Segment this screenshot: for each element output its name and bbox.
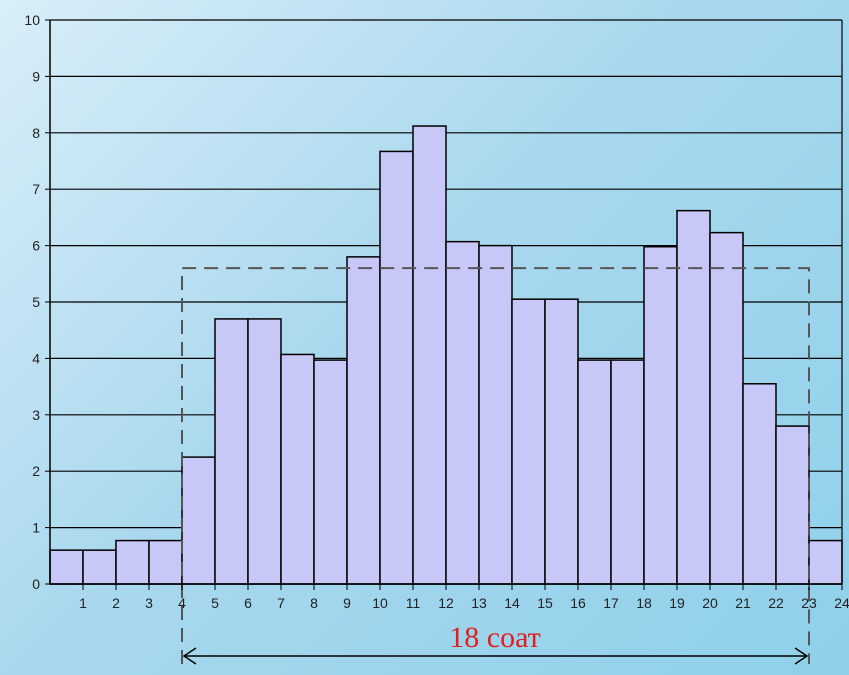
span-arrow-right-head (794, 647, 809, 665)
x-tick-2: 2 (112, 595, 120, 611)
x-tick-9: 9 (343, 595, 351, 611)
bar-8-9 (313, 359, 348, 585)
bar-1-2 (82, 549, 117, 585)
x-tick-14: 14 (504, 595, 520, 611)
x-tick-17: 17 (603, 595, 619, 611)
bar-16-17 (577, 359, 612, 585)
bar-18-19 (643, 245, 678, 585)
y-tick-3: 3 (32, 407, 40, 423)
x-tick-18: 18 (636, 595, 652, 611)
y-tick-4: 4 (32, 350, 40, 366)
x-tick-22: 22 (768, 595, 784, 611)
bar-23-24 (808, 539, 843, 585)
bars (49, 125, 843, 585)
span-arrow-left-head (182, 647, 197, 665)
x-tick-labels: 1 2 3 4 5 6 7 8 9 10 11 12 13 14 15 16 17 18 19 20 21 22 23 24 (79, 584, 849, 611)
bar-17-18 (610, 359, 645, 585)
x-tick-13: 13 (471, 595, 487, 611)
x-tick-23: 23 (801, 595, 817, 611)
x-tick-16: 16 (570, 595, 586, 611)
y-tick-5: 5 (32, 294, 40, 310)
x-tick-12: 12 (438, 595, 454, 611)
y-tick-1: 1 (32, 520, 40, 536)
x-tick-4: 4 (178, 595, 186, 611)
x-tick-11: 11 (406, 595, 421, 611)
bar-5-6 (214, 318, 249, 585)
y-tick-8: 8 (32, 125, 40, 141)
x-tick-19: 19 (669, 595, 685, 611)
x-tick-20: 20 (702, 595, 718, 611)
bar-11-12 (412, 125, 447, 585)
bar-12-13 (445, 240, 480, 585)
y-tick-7: 7 (32, 181, 40, 197)
bar-13-14 (478, 244, 513, 585)
bar-3-4 (148, 539, 183, 585)
bar-9-10 (346, 256, 381, 585)
bar-14-15 (511, 298, 546, 585)
y-tick-10: 10 (24, 12, 40, 28)
span-label: 18 соат (449, 621, 540, 654)
x-tick-6: 6 (244, 595, 252, 611)
bar-21-22 (742, 383, 777, 585)
y-tick-9: 9 (32, 68, 40, 84)
bar-10-11 (379, 150, 414, 585)
x-tick-5: 5 (211, 595, 219, 611)
y-tick-labels: 0 1 2 3 4 5 6 7 8 9 10 (24, 12, 50, 592)
bar-20-21 (709, 231, 744, 585)
bar-19-20 (676, 209, 711, 585)
span-annotation: 18 соат (182, 621, 809, 665)
x-tick-24: 24 (834, 595, 849, 611)
average-bracket (181, 267, 810, 664)
x-tick-8: 8 (310, 595, 318, 611)
y-tick-2: 2 (32, 463, 40, 479)
average-level-line (181, 267, 810, 664)
bar-6-7 (247, 318, 282, 585)
bar-15-16 (544, 298, 579, 585)
x-tick-3: 3 (145, 595, 153, 611)
x-tick-7: 7 (277, 595, 285, 611)
x-tick-10: 10 (372, 595, 388, 611)
bar-4-5 (181, 456, 216, 585)
y-tick-0: 0 (32, 576, 40, 592)
x-tick-15: 15 (537, 595, 553, 611)
bar-2-3 (115, 539, 150, 585)
x-tick-21: 21 (735, 595, 751, 611)
bar-0-1 (49, 549, 84, 585)
x-tick-1: 1 (79, 595, 87, 611)
y-tick-6: 6 (32, 238, 40, 254)
bar-22-23 (775, 425, 810, 585)
bar-7-8 (280, 353, 315, 585)
